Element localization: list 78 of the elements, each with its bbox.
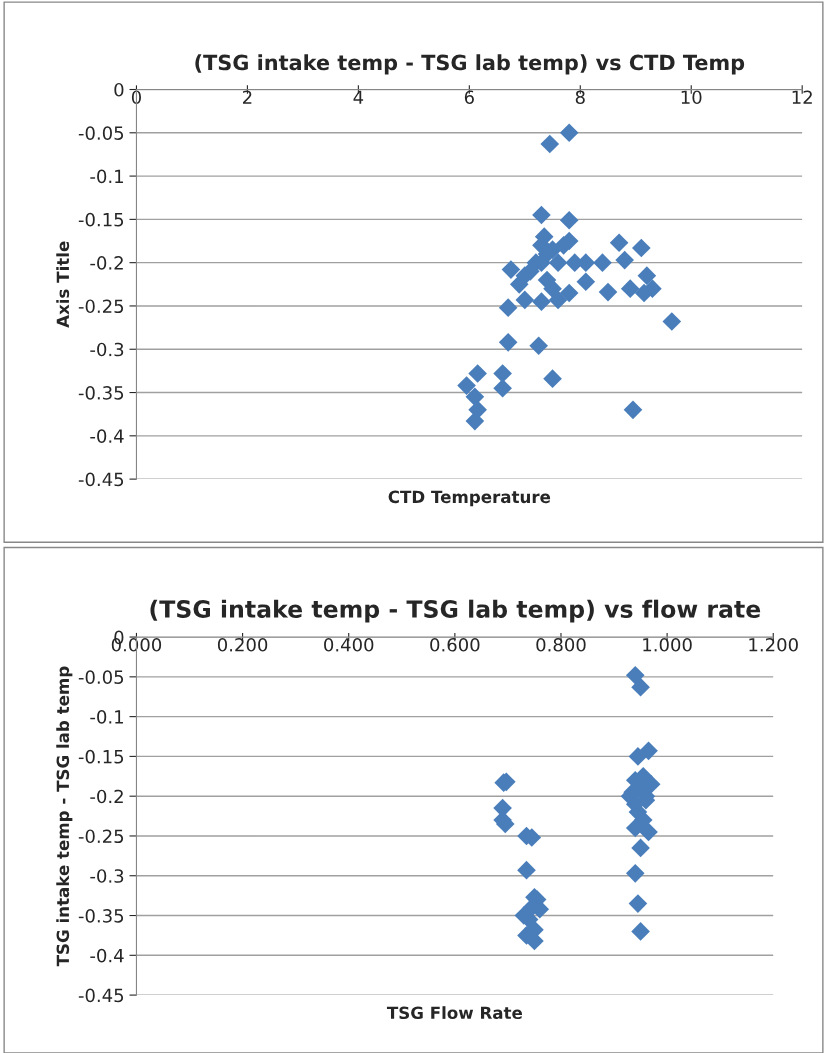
y-tick-label: -0.15 (78, 749, 124, 764)
point (637, 266, 657, 285)
x-axis-title: TSG Flow Rate (386, 1006, 523, 1020)
point (620, 279, 640, 298)
point (576, 272, 596, 292)
point (628, 894, 648, 913)
y-tick-label: -0.45 (78, 988, 124, 1003)
point (465, 387, 485, 407)
y-tick-label: -0.25 (78, 299, 124, 314)
y-tick-label: -0.05 (78, 670, 124, 684)
x-tick-label: 0.200 (217, 637, 268, 652)
x-axis-title: CTD Temperature (388, 490, 551, 507)
point (509, 274, 529, 294)
y-tick-label: -0.45 (78, 472, 124, 487)
x-tick-label: 10 (681, 90, 702, 105)
x-tick-label: 1.000 (643, 637, 692, 652)
point (529, 336, 548, 356)
x-tick-label: 1.200 (749, 637, 798, 652)
x-tick-label: 0.400 (324, 637, 374, 652)
point (615, 250, 634, 270)
x-tick-label: 6 (464, 90, 474, 105)
y-axis-title: TSG intake temp - TSG lab temp (56, 666, 73, 967)
point (639, 822, 658, 842)
point (532, 292, 551, 311)
x-tick-label: 0.600 (430, 637, 480, 652)
point (631, 838, 650, 858)
y-tick-label: -0.05 (78, 126, 124, 140)
point (631, 922, 650, 941)
point (559, 123, 579, 143)
y-tick-label: -0.1 (90, 710, 123, 724)
point (559, 283, 579, 303)
point (548, 290, 568, 310)
x-tick-label: 12 (792, 90, 812, 104)
point (598, 282, 618, 302)
y-tick-label: -0.4 (90, 429, 124, 443)
x-tick-label: 0.800 (536, 637, 586, 652)
point (537, 270, 557, 290)
point (465, 411, 485, 431)
point (559, 210, 579, 230)
point (631, 677, 650, 697)
point (593, 253, 612, 272)
point (662, 312, 682, 331)
point (609, 233, 629, 253)
point (631, 238, 651, 258)
point (457, 376, 476, 395)
x-tick-label: 2 (242, 90, 252, 104)
point (532, 205, 551, 225)
y-tick-label: -0.25 (78, 829, 124, 844)
y-tick-label: -0.15 (78, 212, 124, 227)
point (493, 378, 512, 398)
point (625, 818, 645, 838)
point (517, 860, 536, 880)
x-tick-label: 8 (575, 90, 585, 105)
point (493, 364, 512, 383)
y-tick-label: -0.35 (78, 908, 124, 923)
chart-title: (TSG intake temp - TSG lab temp) vs flow rate (150, 599, 761, 623)
y-tick-label: -0.4 (90, 948, 124, 963)
point (501, 260, 521, 279)
y-tick-label: -0.2 (90, 789, 123, 804)
point (468, 364, 487, 383)
point (543, 369, 562, 388)
x-tick-label: 4 (353, 90, 364, 104)
chart-title: (TSG intake temp - TSG lab temp) vs CTD Temp (195, 54, 745, 75)
point (515, 290, 535, 310)
y-tick-label: -0.3 (90, 342, 124, 357)
point (639, 741, 658, 761)
point (623, 400, 643, 420)
point (625, 665, 645, 685)
y-axis-title: Axis Title (56, 241, 70, 328)
y-tick-label: -0.35 (78, 385, 124, 400)
y-tick-label: -0.2 (90, 256, 123, 270)
y-tick-label: -0.1 (90, 169, 123, 184)
point (625, 864, 645, 883)
point (498, 298, 518, 317)
point (540, 134, 560, 154)
point (498, 333, 518, 352)
y-tick-label: -0.3 (90, 869, 124, 883)
point (548, 253, 568, 272)
